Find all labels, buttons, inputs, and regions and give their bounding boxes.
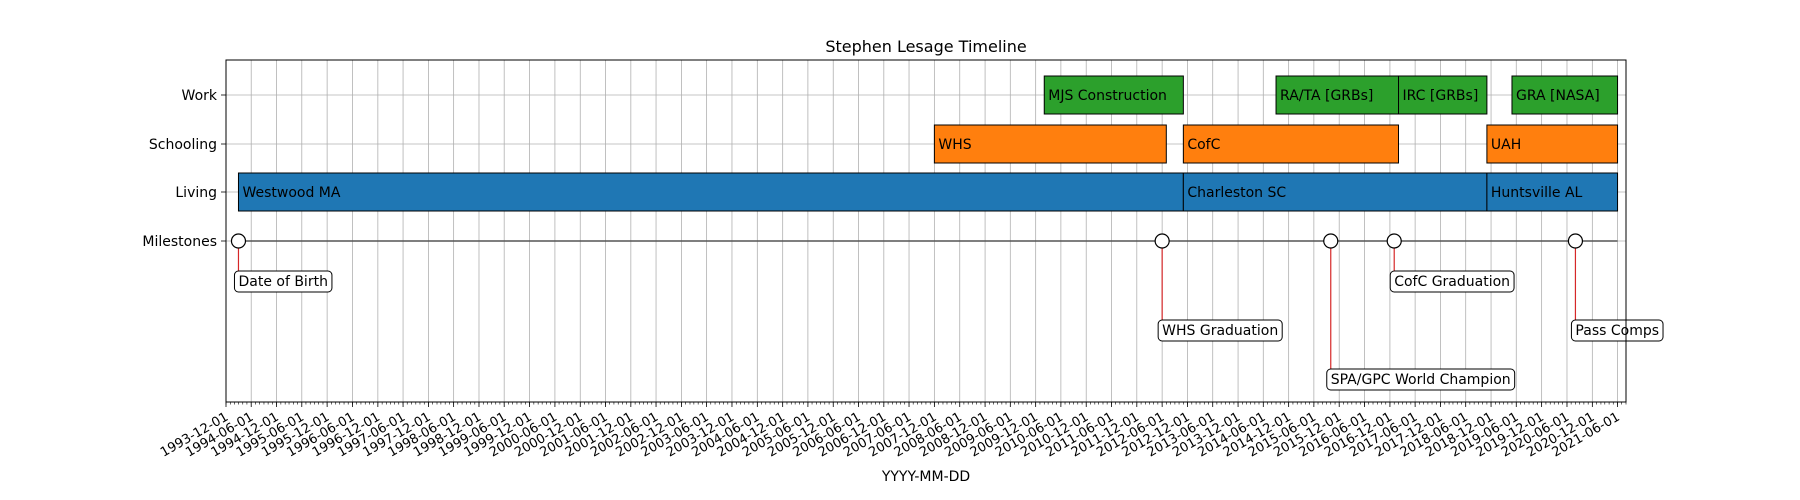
plot-frame xyxy=(225,59,1627,403)
x-axis-label: YYYY-MM-DD xyxy=(881,469,970,485)
y-tick-label: Work xyxy=(182,88,218,104)
milestone-label-box: CofC Graduation xyxy=(1389,270,1515,293)
bar-label: RA/TA [GRBs] xyxy=(1280,88,1373,104)
bar-label: WHS xyxy=(938,137,971,153)
milestone-marker xyxy=(230,233,247,249)
milestone-label: SPA/GPC World Champion xyxy=(1331,372,1511,388)
milestone-label-box: SPA/GPC World Champion xyxy=(1326,368,1516,391)
milestone-marker xyxy=(1386,233,1402,249)
bar-label: MJS Construction xyxy=(1048,88,1167,104)
bar-label: Charleston SC xyxy=(1187,185,1286,201)
milestone-label-box: WHS Graduation xyxy=(1157,319,1283,342)
bar-work xyxy=(1043,75,1184,115)
bar-living xyxy=(237,172,1184,212)
chart-title: Stephen Lesage Timeline xyxy=(825,37,1026,56)
bar-schooling xyxy=(1486,124,1619,164)
bar-work xyxy=(1275,75,1400,115)
y-tick-label: Schooling xyxy=(149,137,217,153)
milestone-label: Date of Birth xyxy=(238,274,327,290)
milestone-marker xyxy=(1323,233,1339,249)
milestone-marker xyxy=(1154,233,1170,249)
bar-label: Westwood MA xyxy=(242,185,340,201)
milestone-label-box: Date of Birth xyxy=(233,270,333,293)
bar-work xyxy=(1398,75,1488,115)
milestone-label: WHS Graduation xyxy=(1162,323,1278,339)
milestone-label-frame xyxy=(1326,368,1516,391)
milestone-label-frame xyxy=(1389,270,1515,293)
bar-label: IRC [GRBs] xyxy=(1403,88,1479,104)
milestones: Date of Birth WHS Graduation SPA/GPC World… xyxy=(230,233,1664,391)
milestone-marker xyxy=(1567,233,1584,249)
milestone-label-box: Pass Comps xyxy=(1570,319,1664,342)
milestone-label: CofC Graduation xyxy=(1394,274,1510,290)
bar-label: GRA [NASA] xyxy=(1516,88,1600,104)
milestone-label-frame xyxy=(1570,319,1664,342)
bar-schooling xyxy=(933,124,1167,164)
bar-label: Huntsville AL xyxy=(1491,185,1583,201)
milestone-label-frame xyxy=(1157,319,1283,342)
bar-label: UAH xyxy=(1491,137,1521,153)
bar-work xyxy=(1511,75,1619,115)
y-tick-label: Living xyxy=(175,185,217,201)
milestone-label: Pass Comps xyxy=(1575,323,1659,339)
bar-living xyxy=(1182,172,1488,212)
milestone-label-frame xyxy=(233,270,333,293)
y-tick-label: Milestones xyxy=(142,234,217,250)
bar-living xyxy=(1486,172,1619,212)
bars: MJS Construction RA/TA [GRBs] IRC [GRBs] GR… xyxy=(237,75,1619,212)
bar-schooling xyxy=(1182,124,1400,164)
axes: 1993-12-011994-06-011994-12-011995-06-01… xyxy=(142,59,1627,460)
bar-label: CofC xyxy=(1187,137,1220,153)
